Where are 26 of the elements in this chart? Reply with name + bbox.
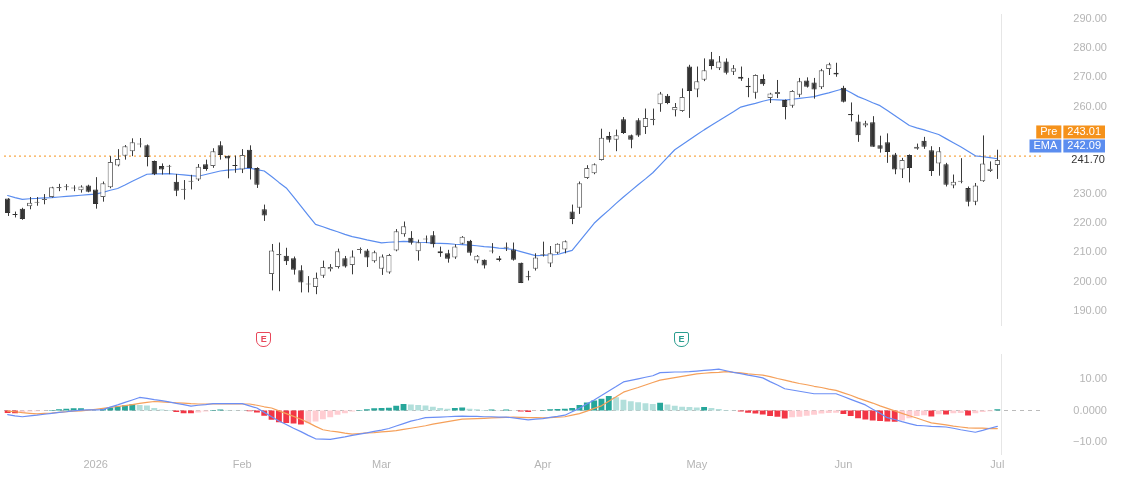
y-tick-label: 10.00 (1079, 372, 1107, 385)
x-tick-label: 2026 (83, 457, 108, 470)
x-tick-label: Feb (232, 457, 252, 470)
y-tick-label: 290.00 (1073, 12, 1107, 25)
x-tick-label: May (686, 457, 708, 470)
y-tick-label: −10.00 (1073, 434, 1107, 447)
legend-label: Pre (1040, 124, 1058, 137)
y-tick-label: 220.00 (1073, 216, 1107, 229)
y-tick-label: 200.00 (1073, 274, 1107, 287)
y-tick-label: 190.00 (1073, 303, 1107, 316)
legend-label: EMA (1033, 138, 1059, 151)
y-tick-label: 260.00 (1073, 99, 1107, 112)
x-tick-label: Jun (834, 457, 853, 470)
text: 243.01 (1067, 124, 1102, 137)
x-tick-label: Apr (534, 457, 552, 470)
y-tick-label: 270.00 (1073, 70, 1107, 83)
x-tick-label: Mar (372, 457, 392, 470)
y-tick-label: 280.00 (1073, 41, 1107, 54)
y-tick-label: 210.00 (1073, 245, 1107, 258)
text: 241.70 (1071, 152, 1105, 165)
y-tick-label: 230.00 (1073, 187, 1107, 200)
shield-icon: E (256, 332, 272, 347)
shield-icon: E (674, 332, 690, 347)
text: 242.09 (1067, 138, 1102, 151)
y-tick-label: 0.0000 (1073, 403, 1107, 416)
x-tick-label: Jul (990, 457, 1005, 470)
